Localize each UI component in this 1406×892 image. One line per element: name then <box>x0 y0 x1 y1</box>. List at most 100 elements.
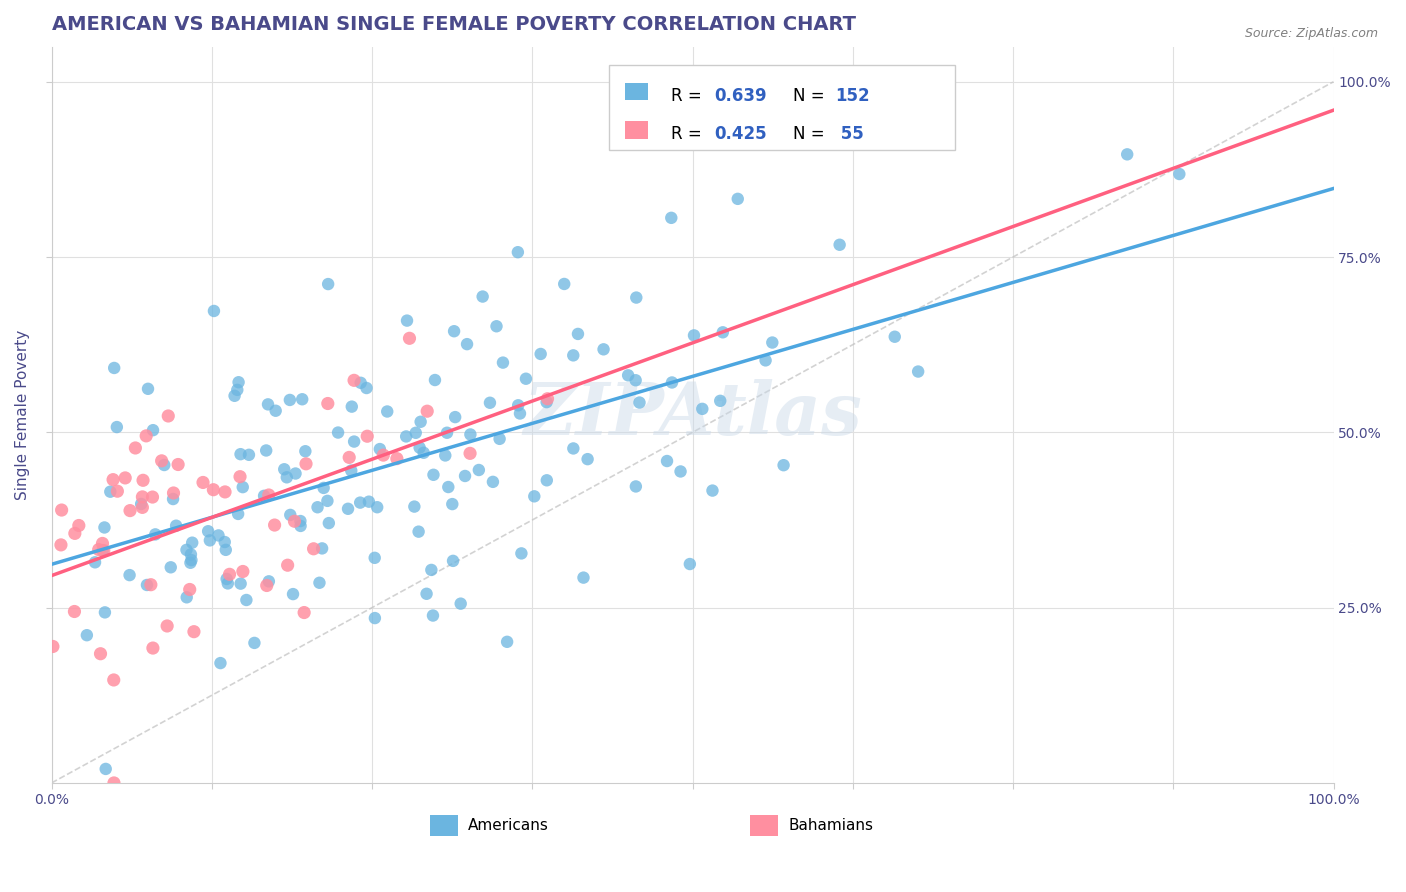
Point <box>576 452 599 467</box>
Point <box>131 500 153 515</box>
Point <box>141 490 163 504</box>
Point <box>364 550 387 565</box>
Point <box>98 484 121 499</box>
Point <box>307 500 329 515</box>
Point <box>253 489 276 503</box>
Point <box>124 441 146 455</box>
Point <box>139 578 162 592</box>
Point <box>727 192 749 206</box>
Point <box>553 277 575 291</box>
Point <box>471 289 494 303</box>
Point <box>294 444 316 458</box>
Point <box>412 446 434 460</box>
Point <box>292 606 315 620</box>
Point <box>316 494 339 508</box>
Point <box>153 458 176 472</box>
Point <box>343 434 366 449</box>
Point <box>562 348 585 362</box>
Point <box>263 518 285 533</box>
Point <box>398 331 420 345</box>
Point <box>156 619 179 633</box>
Point <box>755 353 778 368</box>
Text: Source: ZipAtlas.com: Source: ZipAtlas.com <box>1244 27 1378 40</box>
Y-axis label: Single Female Poverty: Single Female Poverty <box>15 330 30 500</box>
Point <box>441 554 464 568</box>
Point <box>450 597 472 611</box>
Point <box>478 396 501 410</box>
Point <box>761 335 783 350</box>
Point <box>278 392 301 407</box>
Point <box>530 347 553 361</box>
Point <box>523 489 546 503</box>
Point <box>655 454 678 468</box>
Point <box>485 319 508 334</box>
Point <box>224 389 246 403</box>
Point <box>373 448 395 462</box>
Point <box>162 486 184 500</box>
Text: 152: 152 <box>835 87 869 105</box>
Point <box>136 578 159 592</box>
Point <box>692 401 714 416</box>
Point <box>202 483 225 497</box>
Point <box>180 548 202 562</box>
Point <box>592 343 614 357</box>
Point <box>312 481 335 495</box>
Point <box>308 575 330 590</box>
Point <box>395 313 418 327</box>
Point <box>408 524 430 539</box>
Point <box>456 337 478 351</box>
Point <box>572 571 595 585</box>
Point <box>405 425 427 440</box>
Point <box>420 563 443 577</box>
Point <box>669 465 692 479</box>
Text: 0.425: 0.425 <box>714 126 766 144</box>
Point <box>94 606 117 620</box>
Point <box>443 324 465 338</box>
Point <box>226 507 249 521</box>
Point <box>408 441 430 455</box>
Point <box>404 500 426 514</box>
Point <box>284 467 307 481</box>
Point <box>180 553 202 567</box>
Point <box>257 574 280 589</box>
Point <box>302 541 325 556</box>
Point <box>496 635 519 649</box>
Point <box>290 519 312 533</box>
Point <box>536 473 558 487</box>
Text: Bahamians: Bahamians <box>789 818 873 833</box>
Point <box>702 483 724 498</box>
Point <box>276 470 298 484</box>
Text: N =: N = <box>793 87 830 105</box>
Point <box>395 429 418 443</box>
Point <box>228 376 250 390</box>
Point <box>468 463 491 477</box>
Text: R =: R = <box>671 126 707 144</box>
Point <box>409 415 432 429</box>
Point <box>84 555 107 569</box>
Point <box>143 527 166 541</box>
Point <box>256 578 278 592</box>
Point <box>214 484 236 499</box>
Point <box>217 576 239 591</box>
Point <box>416 404 439 418</box>
Point <box>165 518 187 533</box>
Point <box>202 304 225 318</box>
Point <box>218 567 240 582</box>
Point <box>162 491 184 506</box>
Point <box>142 641 165 656</box>
Point <box>510 546 533 560</box>
Point <box>278 508 301 522</box>
Point <box>49 538 72 552</box>
Point <box>226 383 249 397</box>
Point <box>337 501 360 516</box>
FancyBboxPatch shape <box>609 65 955 150</box>
Point <box>1116 147 1139 161</box>
Point <box>828 237 851 252</box>
Point <box>176 542 198 557</box>
Point <box>907 365 929 379</box>
Point <box>281 587 304 601</box>
Point <box>136 382 159 396</box>
Text: R =: R = <box>671 87 707 105</box>
Point <box>118 568 141 582</box>
Point <box>87 542 110 557</box>
